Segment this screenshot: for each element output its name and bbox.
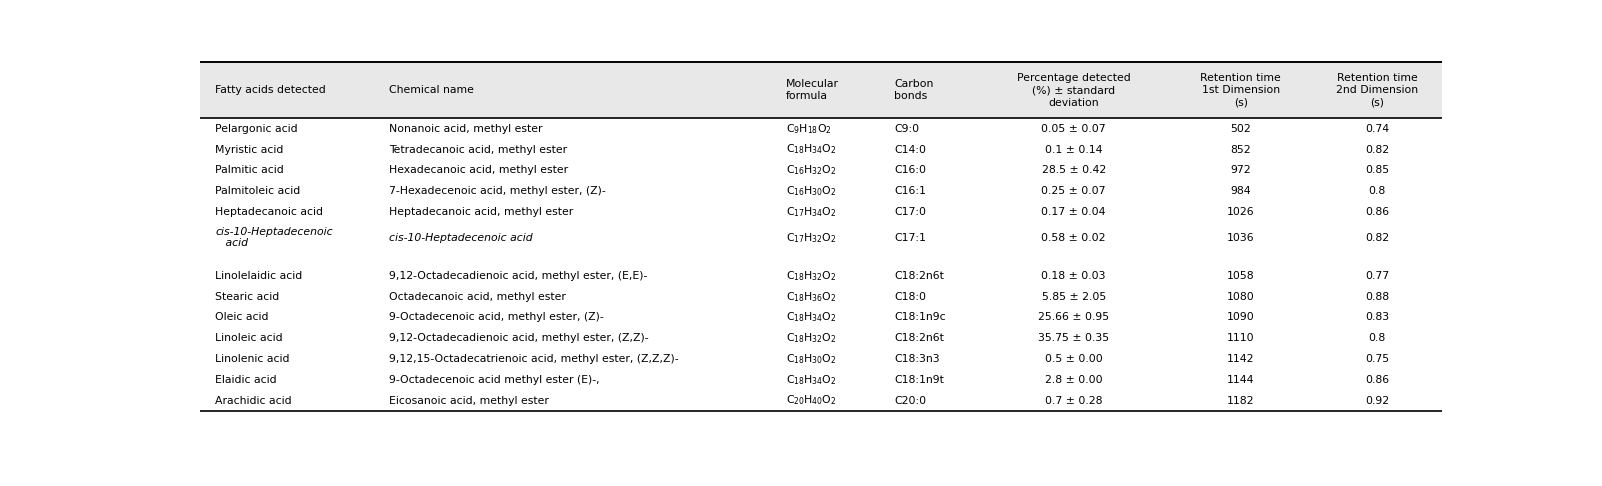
Text: Carbon
bonds: Carbon bonds: [894, 79, 934, 102]
Text: Linolenic acid: Linolenic acid: [215, 354, 290, 364]
Text: 0.58 ± 0.02: 0.58 ± 0.02: [1041, 233, 1105, 243]
Text: Pelargonic acid: Pelargonic acid: [215, 124, 298, 134]
Text: C16:1: C16:1: [894, 186, 926, 196]
Text: 25.66 ± 0.95: 25.66 ± 0.95: [1038, 312, 1109, 322]
Text: C18:2n6t: C18:2n6t: [894, 271, 944, 281]
Text: 1182: 1182: [1227, 396, 1254, 406]
Text: Elaidic acid: Elaidic acid: [215, 375, 277, 385]
Text: 28.5 ± 0.42: 28.5 ± 0.42: [1041, 165, 1105, 175]
Text: C18:0: C18:0: [894, 292, 926, 302]
Text: Myristic acid: Myristic acid: [215, 144, 284, 155]
Text: C18:1n9t: C18:1n9t: [894, 375, 944, 385]
Text: 0.82: 0.82: [1365, 233, 1389, 243]
Text: 0.8: 0.8: [1368, 333, 1386, 343]
Text: Linoleic acid: Linoleic acid: [215, 333, 284, 343]
Text: 9,12-Octadecadienoic acid, methyl ester, (Z,Z)-: 9,12-Octadecadienoic acid, methyl ester,…: [389, 333, 649, 343]
Text: 1080: 1080: [1227, 292, 1254, 302]
Text: 0.8: 0.8: [1368, 186, 1386, 196]
Text: Oleic acid: Oleic acid: [215, 312, 269, 322]
Text: $\mathregular{C_{16}H_{30}O_2}$: $\mathregular{C_{16}H_{30}O_2}$: [787, 184, 836, 198]
Text: Retention time
2nd Dimension
(s): Retention time 2nd Dimension (s): [1336, 73, 1418, 108]
Text: 1142: 1142: [1227, 354, 1254, 364]
Text: 0.83: 0.83: [1365, 312, 1389, 322]
Text: C18:3n3: C18:3n3: [894, 354, 940, 364]
Text: C18:1n9c: C18:1n9c: [894, 312, 945, 322]
Text: $\mathregular{C_{17}H_{34}O_2}$: $\mathregular{C_{17}H_{34}O_2}$: [787, 205, 836, 219]
Text: Heptadecanoic acid, methyl ester: Heptadecanoic acid, methyl ester: [389, 207, 574, 217]
Text: $\mathregular{C_{18}H_{34}O_2}$: $\mathregular{C_{18}H_{34}O_2}$: [787, 143, 836, 156]
Text: $\mathregular{C_{20}H_{40}O_2}$: $\mathregular{C_{20}H_{40}O_2}$: [787, 394, 836, 407]
Text: 1144: 1144: [1227, 375, 1254, 385]
Text: 0.88: 0.88: [1365, 292, 1389, 302]
Text: 0.25 ± 0.07: 0.25 ± 0.07: [1041, 186, 1105, 196]
Text: Hexadecanoic acid, methyl ester: Hexadecanoic acid, methyl ester: [389, 165, 569, 175]
Text: 0.86: 0.86: [1365, 207, 1389, 217]
Text: Fatty acids detected: Fatty acids detected: [215, 85, 325, 95]
Text: C9:0: C9:0: [894, 124, 920, 134]
Text: 972: 972: [1230, 165, 1251, 175]
Text: $\mathregular{C_{18}H_{34}O_2}$: $\mathregular{C_{18}H_{34}O_2}$: [787, 373, 836, 387]
Text: 1110: 1110: [1227, 333, 1254, 343]
Text: 0.05 ± 0.07: 0.05 ± 0.07: [1041, 124, 1105, 134]
Text: $\mathregular{C_{17}H_{32}O_2}$: $\mathregular{C_{17}H_{32}O_2}$: [787, 231, 836, 244]
Text: $\mathregular{C_9H_{18}O_2}$: $\mathregular{C_9H_{18}O_2}$: [787, 122, 831, 136]
Text: Retention time
1st Dimension
(s): Retention time 1st Dimension (s): [1200, 73, 1282, 108]
Text: 7-Hexadecenoic acid, methyl ester, (Z)-: 7-Hexadecenoic acid, methyl ester, (Z)-: [389, 186, 606, 196]
Text: 0.17 ± 0.04: 0.17 ± 0.04: [1041, 207, 1105, 217]
Text: 9,12-Octadecadienoic acid, methyl ester, (E,E)-: 9,12-Octadecadienoic acid, methyl ester,…: [389, 271, 647, 281]
Bar: [200, 62, 1442, 119]
Text: 0.18 ± 0.03: 0.18 ± 0.03: [1041, 271, 1105, 281]
Text: 0.75: 0.75: [1365, 354, 1389, 364]
Text: Percentage detected
(%) ± standard
deviation: Percentage detected (%) ± standard devia…: [1017, 73, 1131, 108]
Text: Molecular
formula: Molecular formula: [787, 79, 839, 102]
Text: Nonanoic acid, methyl ester: Nonanoic acid, methyl ester: [389, 124, 543, 134]
Text: 35.75 ± 0.35: 35.75 ± 0.35: [1038, 333, 1109, 343]
Text: Chemical name: Chemical name: [389, 85, 474, 95]
Text: 0.92: 0.92: [1365, 396, 1389, 406]
Text: 984: 984: [1230, 186, 1251, 196]
Text: C17:1: C17:1: [894, 233, 926, 243]
Text: $\mathregular{C_{18}H_{32}O_2}$: $\mathregular{C_{18}H_{32}O_2}$: [787, 269, 836, 283]
Text: Palmitic acid: Palmitic acid: [215, 165, 284, 175]
Text: Stearic acid: Stearic acid: [215, 292, 279, 302]
Text: Arachidic acid: Arachidic acid: [215, 396, 292, 406]
Text: 9-Octadecenoic acid methyl ester (E)-,: 9-Octadecenoic acid methyl ester (E)-,: [389, 375, 599, 385]
Text: 0.85: 0.85: [1365, 165, 1389, 175]
Text: 0.74: 0.74: [1365, 124, 1389, 134]
Text: C20:0: C20:0: [894, 396, 926, 406]
Text: 9-Octadecenoic acid, methyl ester, (Z)-: 9-Octadecenoic acid, methyl ester, (Z)-: [389, 312, 604, 322]
Text: $\mathregular{C_{16}H_{32}O_2}$: $\mathregular{C_{16}H_{32}O_2}$: [787, 163, 836, 177]
Text: cis-10-Heptadecenoic acid: cis-10-Heptadecenoic acid: [389, 233, 532, 243]
Text: 0.86: 0.86: [1365, 375, 1389, 385]
Text: 2.8 ± 0.00: 2.8 ± 0.00: [1045, 375, 1102, 385]
Text: C17:0: C17:0: [894, 207, 926, 217]
Text: Heptadecanoic acid: Heptadecanoic acid: [215, 207, 324, 217]
Text: 5.85 ± 2.05: 5.85 ± 2.05: [1041, 292, 1105, 302]
Text: Linolelaidic acid: Linolelaidic acid: [215, 271, 303, 281]
Text: 0.7 ± 0.28: 0.7 ± 0.28: [1045, 396, 1102, 406]
Text: C18:2n6t: C18:2n6t: [894, 333, 944, 343]
Text: 852: 852: [1230, 144, 1251, 155]
Text: Palmitoleic acid: Palmitoleic acid: [215, 186, 301, 196]
Text: 0.1 ± 0.14: 0.1 ± 0.14: [1045, 144, 1102, 155]
Text: 1026: 1026: [1227, 207, 1254, 217]
Text: Tetradecanoic acid, methyl ester: Tetradecanoic acid, methyl ester: [389, 144, 567, 155]
Text: Eicosanoic acid, methyl ester: Eicosanoic acid, methyl ester: [389, 396, 549, 406]
Text: 0.77: 0.77: [1365, 271, 1389, 281]
Text: 9,12,15-Octadecatrienoic acid, methyl ester, (Z,Z,Z)-: 9,12,15-Octadecatrienoic acid, methyl es…: [389, 354, 679, 364]
Text: 1090: 1090: [1227, 312, 1254, 322]
Text: 1036: 1036: [1227, 233, 1254, 243]
Text: $\mathregular{C_{18}H_{36}O_2}$: $\mathregular{C_{18}H_{36}O_2}$: [787, 290, 836, 304]
Text: $\mathregular{C_{18}H_{34}O_2}$: $\mathregular{C_{18}H_{34}O_2}$: [787, 311, 836, 324]
Text: 0.5 ± 0.00: 0.5 ± 0.00: [1045, 354, 1102, 364]
Text: C16:0: C16:0: [894, 165, 926, 175]
Text: C14:0: C14:0: [894, 144, 926, 155]
Text: 1058: 1058: [1227, 271, 1254, 281]
Text: $\mathregular{C_{18}H_{32}O_2}$: $\mathregular{C_{18}H_{32}O_2}$: [787, 331, 836, 345]
Text: Octadecanoic acid, methyl ester: Octadecanoic acid, methyl ester: [389, 292, 566, 302]
Text: cis-10-Heptadecenoic
   acid: cis-10-Heptadecenoic acid: [215, 227, 333, 248]
Text: 0.82: 0.82: [1365, 144, 1389, 155]
Text: $\mathregular{C_{18}H_{30}O_2}$: $\mathregular{C_{18}H_{30}O_2}$: [787, 352, 836, 366]
Text: 502: 502: [1230, 124, 1251, 134]
